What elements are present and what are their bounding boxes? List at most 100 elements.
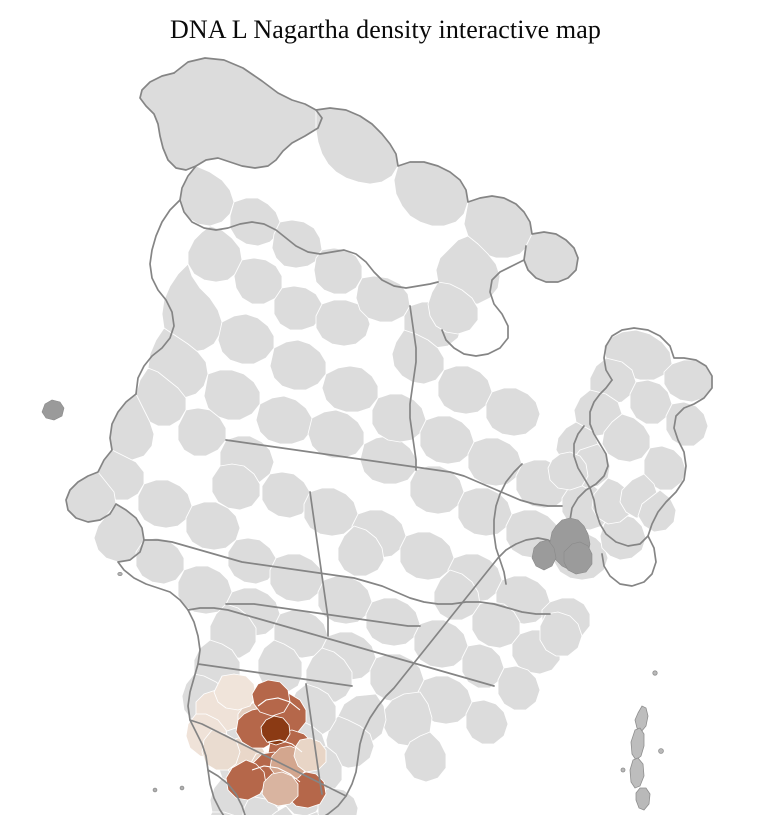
- kutch-marsh-layer: [41, 399, 65, 421]
- state-border-path: [493, 463, 523, 585]
- district-polygon[interactable]: [262, 805, 298, 815]
- district-polygon-highlight[interactable]: [261, 771, 299, 807]
- district-polygon[interactable]: [427, 281, 479, 335]
- district-polygon[interactable]: [403, 731, 447, 783]
- district-polygon-highlight[interactable]: [225, 759, 267, 801]
- district-polygon[interactable]: [601, 413, 651, 463]
- island-polygon: [635, 787, 651, 811]
- island-dot: [620, 767, 626, 773]
- highlight-inner-border: [251, 765, 301, 783]
- state-border-path: [197, 663, 353, 687]
- district-polygon[interactable]: [177, 407, 227, 457]
- district-polygon[interactable]: [271, 219, 323, 269]
- district-polygon[interactable]: [317, 787, 359, 815]
- district-polygon[interactable]: [467, 437, 523, 487]
- district-polygon[interactable]: [409, 465, 465, 515]
- district-polygon[interactable]: [273, 285, 323, 331]
- island-polygon: [629, 757, 645, 789]
- district-polygon[interactable]: [437, 365, 493, 415]
- district-polygon[interactable]: [381, 691, 433, 747]
- district-polygon[interactable]: [485, 387, 541, 437]
- island-layer: [117, 572, 664, 811]
- district-polygon[interactable]: [365, 597, 421, 647]
- marsh-polygon: [41, 399, 65, 421]
- state-border-path: [207, 769, 246, 815]
- district-polygon[interactable]: [393, 161, 469, 227]
- district-polygon[interactable]: [187, 225, 243, 283]
- district-polygon-highlight[interactable]: [293, 737, 327, 773]
- district-polygon[interactable]: [465, 699, 509, 745]
- state-border-path: [187, 607, 495, 687]
- district-polygon[interactable]: [315, 107, 399, 185]
- district-polygon[interactable]: [211, 463, 261, 511]
- district-polygon[interactable]: [355, 275, 411, 323]
- district-polygon[interactable]: [325, 715, 375, 769]
- state-border-path: [441, 259, 525, 357]
- district-polygon[interactable]: [497, 665, 541, 711]
- district-polygon[interactable]: [233, 257, 283, 305]
- island-dot: [152, 787, 158, 793]
- district-polygon[interactable]: [599, 513, 647, 561]
- district-polygon[interactable]: [371, 393, 427, 443]
- district-polygon[interactable]: [303, 487, 359, 537]
- district-polygon[interactable]: [217, 313, 275, 365]
- state-border-path: [601, 535, 657, 587]
- india-map-svg[interactable]: [0, 48, 771, 815]
- state-border-path: [309, 491, 329, 637]
- island-dot: [117, 572, 123, 577]
- district-polygon[interactable]: [227, 537, 277, 585]
- state-border-path coast: [187, 609, 225, 815]
- district-polygon[interactable]: [419, 415, 475, 465]
- district-polygon[interactable]: [539, 611, 583, 657]
- district-polygon[interactable]: [313, 247, 363, 295]
- district-polygon[interactable]: [643, 445, 687, 491]
- district-polygon[interactable]: [461, 643, 505, 689]
- district-layer[interactable]: [65, 57, 713, 815]
- state-border-path: [225, 439, 563, 507]
- district-polygon[interactable]: [629, 379, 673, 425]
- island-dot: [658, 748, 664, 754]
- district-polygon[interactable]: [261, 471, 311, 519]
- state-border-path coast: [65, 393, 189, 611]
- state-border-path: [305, 683, 323, 795]
- district-polygon[interactable]: [413, 619, 469, 669]
- district-polygon[interactable]: [399, 531, 455, 581]
- state-border-path: [573, 327, 713, 547]
- district-polygon[interactable]: [307, 409, 365, 459]
- district-polygon[interactable]: [337, 525, 385, 577]
- district-polygon[interactable]: [547, 451, 589, 491]
- district-polygon[interactable]: [391, 329, 445, 385]
- district-polygon-highlight[interactable]: [213, 673, 257, 711]
- india-map-canvas[interactable]: [0, 48, 771, 815]
- state-border-path coast: [324, 537, 583, 815]
- delta-layer: [531, 517, 593, 575]
- district-polygon[interactable]: [185, 501, 241, 551]
- district-polygon-highlight[interactable]: [251, 679, 291, 717]
- district-polygon[interactable]: [315, 299, 371, 347]
- district-polygon[interactable]: [457, 487, 513, 537]
- island-dot: [179, 785, 185, 791]
- delta-polygon: [531, 539, 557, 571]
- page-title: DNA L Nagartha density interactive map: [170, 15, 601, 44]
- delta-polygon: [563, 541, 593, 575]
- state-border-path: [225, 603, 421, 627]
- district-polygon[interactable]: [269, 339, 327, 391]
- district-polygon[interactable]: [665, 401, 709, 447]
- island-polygon: [634, 705, 649, 733]
- island-polygon: [630, 727, 645, 761]
- district-polygon[interactable]: [269, 553, 325, 603]
- district-polygon[interactable]: [135, 537, 185, 585]
- state-border-path: [135, 199, 181, 395]
- state-border-path: [179, 165, 439, 289]
- district-polygon[interactable]: [433, 569, 481, 621]
- district-polygon[interactable]: [203, 369, 261, 421]
- state-border-path: [173, 57, 579, 283]
- district-polygon[interactable]: [255, 395, 313, 445]
- district-polygon[interactable]: [321, 365, 379, 413]
- island-dot: [652, 670, 658, 676]
- state-border-layer: [65, 57, 713, 815]
- highlight-inner-border: [257, 697, 301, 711]
- highlight-inner-border: [267, 739, 303, 753]
- district-polygon[interactable]: [137, 479, 193, 529]
